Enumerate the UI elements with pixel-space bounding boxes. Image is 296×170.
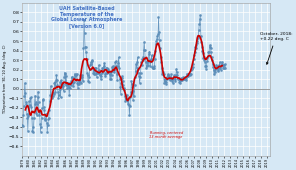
Text: UAH Satellite-Based
Temperature of the
Global Lower Atmosphere
[Version 6.0]: UAH Satellite-Based Temperature of the G…	[51, 6, 123, 28]
Text: October, 2018:
+0.22 deg. C: October, 2018: +0.22 deg. C	[260, 32, 292, 64]
Y-axis label: T Departure from '81-'10 Avg. (deg. C): T Departure from '81-'10 Avg. (deg. C)	[3, 45, 7, 114]
Text: Running, centered
13-month average: Running, centered 13-month average	[149, 131, 183, 139]
